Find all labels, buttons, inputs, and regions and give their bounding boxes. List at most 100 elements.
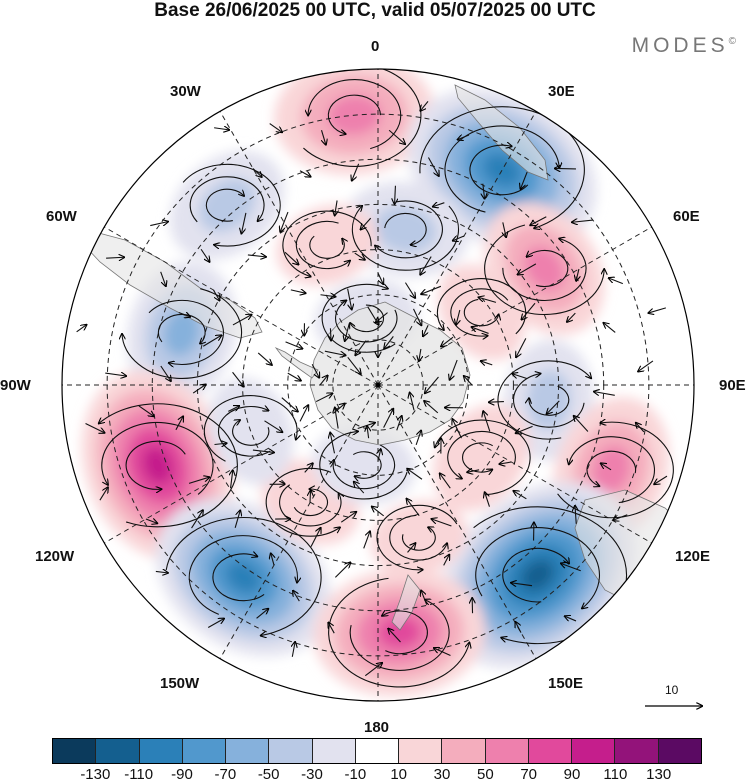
streamline [309,235,345,259]
wind-vector [212,289,219,300]
streamline [217,407,271,457]
streamline [328,577,470,688]
wind-vector [547,400,560,414]
wind-vector [388,629,401,643]
wind-vector [320,130,326,144]
wind-vector [489,402,504,403]
wind-vector [636,423,645,433]
streamline [188,535,297,615]
meridian-line [104,226,379,386]
streamline [475,527,600,609]
anomaly-11-level-4 [225,561,261,594]
wind-vector [231,470,233,489]
wind-vector [328,623,335,634]
wind-vector [601,463,612,471]
wind-vector [565,616,577,622]
wind-vector [458,135,470,139]
wind-streamlines [76,69,674,688]
lon-label-30e: 30E [548,83,575,100]
wind-vector [192,385,205,394]
wind-vector [516,425,533,433]
wind-vector [516,622,522,633]
colorbar-swatch [269,739,313,763]
colorbar-swatch [312,739,356,763]
anomaly-10-level-2 [592,445,631,495]
wind-vector [434,648,451,656]
colorbar-tick-label: 130 [646,766,672,783]
wind-vector [264,420,283,432]
streamline [349,600,450,671]
wind-vector [361,217,372,229]
wind-vector [604,323,616,333]
wind-vector [423,325,429,336]
wind-vector [160,271,166,286]
wind-vector [432,519,452,527]
wind-vector [511,583,533,586]
lon-label-90w: 90W [0,377,31,394]
lon-label-150w: 150W [160,675,200,692]
map-boundary [61,68,695,702]
streamline [376,504,458,569]
wind-vector [271,554,274,566]
wind-vector [284,251,298,264]
wind-vector [292,642,295,657]
colorbar-swatch [572,739,616,763]
streamline [333,444,396,490]
wind-vector [304,463,313,473]
brand-logo: MODES© [632,34,736,58]
wind-vector [518,263,537,275]
colorbar-tick-label: 30 [433,766,451,783]
africa [454,84,549,181]
wind-vector [383,409,394,428]
streamline [279,484,341,527]
map-title: Base 26/06/2025 00 UTC, valid 05/07/2025… [154,0,596,21]
wind-vector [372,507,385,517]
wind-vector [464,376,473,386]
wind-vector [257,352,271,365]
streamline [182,163,281,246]
wind-vector [649,307,667,313]
streamline [101,421,214,495]
wind-vector [384,336,394,348]
wind-vector [290,290,306,293]
streamline [319,431,408,500]
wind-vector [514,491,527,500]
antarctic-peninsula [274,347,319,379]
streamline [447,430,516,479]
wind-vector [354,252,365,260]
wind-vector [419,348,421,361]
wind-vector [575,506,576,524]
wind-vector [85,423,105,433]
wind-vector [467,470,480,472]
wind-vector [441,336,454,346]
map-disc [62,69,694,701]
wind-vector [483,411,491,432]
anomaly-5-level-1 [373,205,437,254]
wind-vector [310,528,321,547]
wind-vector [513,374,528,380]
wind-vector [150,222,168,227]
streamline [308,79,402,150]
colorbar-tick-label: 70 [520,766,537,783]
wind-vector [214,443,226,444]
streamline [232,420,270,446]
wind-vector [228,406,239,412]
streamline [384,212,427,244]
streamline [529,385,570,416]
streamline [321,284,396,353]
wind-vector [280,211,289,232]
anomaly-15-level-0 [370,500,468,576]
wind-vector [377,272,383,284]
wind-vector [281,397,298,412]
streamline [205,188,244,222]
streamline [450,288,509,336]
wind-vector [452,419,462,439]
colorbar-tick-label: -110 [124,766,154,783]
anomaly-4-level-2 [163,308,200,356]
wind-vector [188,477,209,484]
streamline [389,514,447,561]
wind-vector [574,416,589,432]
wind-vector [155,571,168,572]
wind-vector [424,401,439,414]
